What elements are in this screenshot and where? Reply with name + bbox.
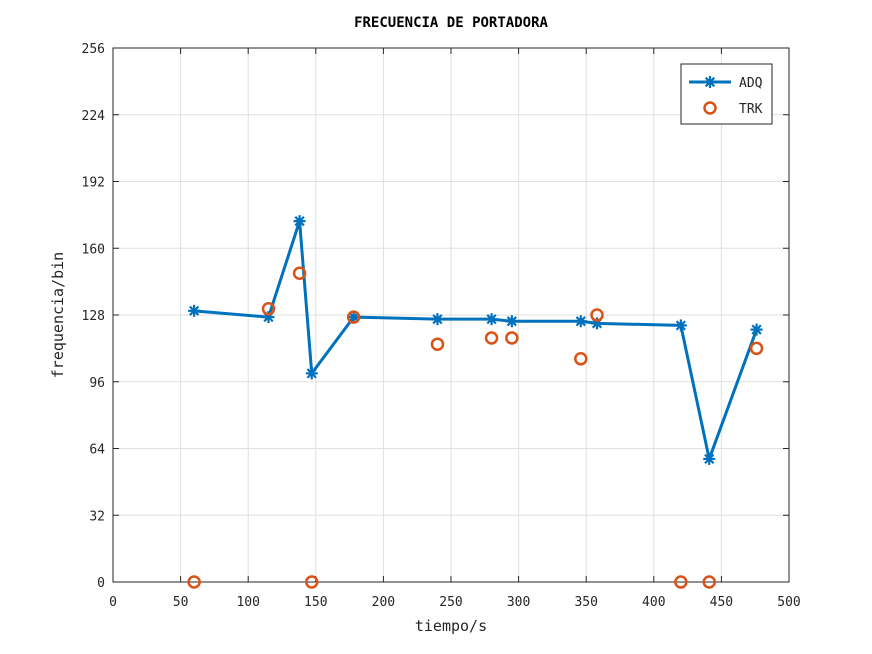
adq-point-stroke [432,314,443,325]
chart-title: FRECUENCIA DE PORTADORA [354,15,548,31]
data-series [187,215,764,589]
adq-point [574,315,587,328]
x-tick-label: 100 [236,595,259,610]
y-tick-label: 96 [89,376,105,391]
legend-adq-asterisk [704,76,716,88]
x-tick-label: 500 [777,595,800,610]
adq-point-stroke [306,368,317,379]
adq-point-stroke [751,324,762,335]
legend-trk-label: TRK [739,102,763,117]
x-axis-label: tiempo/s [415,617,487,635]
trk-point [674,575,688,589]
trk-point [292,266,307,281]
adq-point-stroke [486,314,497,325]
legend: ADQ TRK [680,63,773,125]
trk-point [702,575,716,589]
x-tick-label: 350 [574,595,597,610]
x-tick-label: 0 [109,595,117,610]
adq-point-stroke [189,305,200,316]
trk-point [484,331,499,345]
legend-trk-marker [703,101,717,115]
y-tick-label: 32 [89,509,105,524]
adq-point-stroke [704,453,715,465]
adq-point-stroke [675,320,686,331]
trk-point [261,301,276,316]
y-tick-label: 128 [82,309,105,324]
x-tick-label: 150 [304,595,327,610]
adq-point [505,315,518,328]
axis-ticks: 0 50 100 150 200 250 300 350 400 450 500 0 32 64 96 128… [82,42,801,610]
legend-adq-marker [704,76,716,88]
trk-point [505,331,519,345]
x-tick-label: 400 [642,595,665,610]
y-tick-label: 160 [82,242,105,257]
y-axis-label: frequencia/bin [49,252,67,378]
trk-point [574,352,588,366]
y-tick-label: 224 [82,109,106,124]
grid-lines [113,48,789,582]
y-tick-label: 256 [82,42,105,57]
trk-point [430,337,445,351]
y-tick-label: 192 [82,176,105,191]
x-tick-label: 300 [507,595,530,610]
adq-point [485,313,498,326]
adq-point-stroke [294,216,305,227]
adq-point [703,452,716,465]
x-tick-label: 200 [372,595,395,610]
legend-box [680,63,773,125]
trk-point [187,575,201,589]
trk-point [346,310,361,324]
x-tick-label: 50 [173,595,189,610]
adq-point [750,323,763,336]
adq-point [188,304,201,317]
adq-point [674,319,687,332]
adq-point [293,215,306,228]
legend-adq-asterisk-stroke [704,76,716,88]
adq-point-stroke [575,316,586,327]
adq-point [431,313,444,326]
x-tick-label: 450 [710,595,733,610]
legend-adq-label: ADQ [739,76,763,91]
trk-point [304,575,319,589]
y-tick-label: 0 [97,576,105,591]
y-tick-label: 64 [89,443,105,458]
trk-point [749,341,764,356]
adq-point [347,311,360,324]
x-tick-label: 250 [439,595,462,610]
adq-point-stroke [506,316,517,327]
adq-point-stroke [348,311,359,323]
adq-point [305,367,318,380]
trk-point [590,308,604,322]
